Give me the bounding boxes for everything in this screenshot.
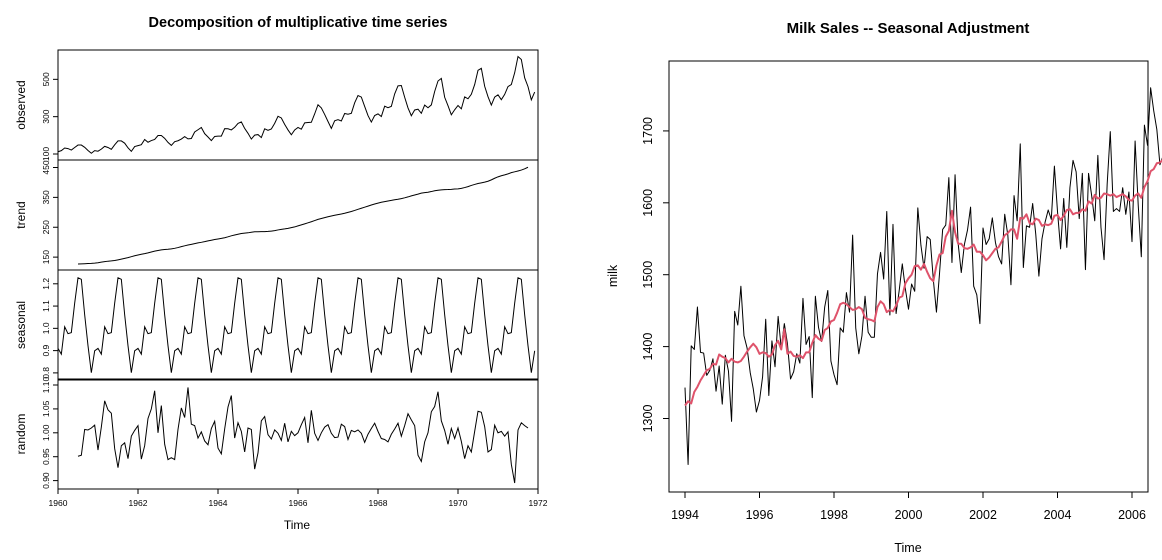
decomp-x-tick-label: 1962 [129, 498, 148, 508]
decomp-x-tick-label: 1966 [289, 498, 308, 508]
panel-label-random: random [14, 414, 28, 455]
milk-y-tick-label: 1600 [641, 189, 655, 217]
y-tick-label-seasonal: 1.1 [41, 300, 51, 312]
milk-y-tick-label: 1400 [641, 333, 655, 361]
decomp-x-tick-label: 1960 [49, 498, 68, 508]
milk-y-tick-label: 1700 [641, 117, 655, 145]
panel-label-observed: observed [14, 80, 28, 129]
series-line-trend [77, 166, 529, 265]
panel-label-trend: trend [14, 201, 28, 228]
series-line-observed [57, 55, 536, 154]
milk-plot-frame [668, 60, 1149, 493]
decomp-x-tick-label: 1964 [209, 498, 228, 508]
y-tick-label-observed: 300 [41, 109, 51, 123]
milk-axes: 1994 1996 1998 2000 2002 2004 2006 1300 1400 1500… [641, 117, 1146, 522]
milk-plot-area [684, 87, 1162, 465]
y-tick-label-random: 1.10 [41, 376, 51, 393]
decomp-x-tick-label: 1972 [529, 498, 548, 508]
panel-frame-random [57, 378, 539, 490]
y-tick-label-seasonal: 0.8 [41, 367, 51, 379]
decomp-x-axis: 1960 1962 1964 1966 1968 1970 1972 [49, 488, 548, 508]
y-tick-label-random: 0.90 [41, 472, 51, 489]
panel-label-seasonal: seasonal [14, 301, 28, 349]
decomp-panels: 100300500observed150250350450trend0.80.9… [14, 49, 539, 490]
milk-x-tick-label: 2002 [969, 508, 997, 522]
milk-series-line [684, 87, 1162, 465]
milk-x-tick-label: 1996 [746, 508, 774, 522]
y-tick-label-seasonal: 0.9 [41, 344, 51, 356]
panel-frame-seasonal [57, 269, 539, 381]
y-tick-label-trend: 450 [41, 160, 51, 174]
y-tick-label-trend: 350 [41, 190, 51, 204]
y-tick-label-observed: 500 [41, 72, 51, 86]
y-tick-label-random: 1.00 [41, 424, 51, 441]
y-tick-label-random: 1.05 [41, 400, 51, 417]
decomp-x-tick-label: 1970 [449, 498, 468, 508]
y-tick-label-trend: 150 [41, 250, 51, 264]
milk-y-label: milk [606, 264, 620, 287]
panel-frame-observed [57, 49, 539, 161]
panel-observed: 100 300 500 observed [14, 49, 539, 161]
y-tick-label-seasonal: 1.0 [41, 322, 51, 334]
series-line-random [77, 387, 529, 484]
milk-adjusted-series-line [684, 159, 1162, 407]
milk-chart: Milk Sales -- Seasonal Adjustment 1994 19… [606, 20, 1162, 555]
decomp-title: Decomposition of multiplicative time ser… [149, 15, 448, 31]
y-tick-label-trend: 250 [41, 220, 51, 234]
milk-x-tick-label: 2006 [1118, 508, 1146, 522]
panel-seasonal: 0.8 0.9 1.0 1.1 1.2 seasonal [14, 269, 539, 381]
milk-y-tick-label: 1300 [641, 405, 655, 433]
milk-x-label: Time [894, 541, 921, 555]
panel-random: 0.90 0.95 1.00 1.05 1.10 random [14, 376, 539, 490]
y-tick-label-random: 0.95 [41, 448, 51, 465]
milk-x-tick-label: 2000 [895, 508, 923, 522]
milk-x-tick-label: 1994 [671, 508, 699, 522]
panel-trend: 150 250 350 450 trend [14, 159, 539, 271]
series-line-seasonal [57, 277, 536, 373]
decomp-x-tick-label: 1968 [369, 498, 388, 508]
milk-x-tick-label: 1998 [820, 508, 848, 522]
milk-title: Milk Sales -- Seasonal Adjustment [787, 20, 1030, 37]
decomposition-chart: Decomposition of multiplicative time ser… [14, 15, 548, 532]
y-tick-label-seasonal: 1.2 [41, 278, 51, 290]
milk-x-tick-label: 2004 [1044, 508, 1072, 522]
panel-frame-trend [57, 159, 539, 271]
y-tick-label-observed: 100 [41, 147, 51, 161]
milk-y-tick-label: 1500 [641, 261, 655, 289]
decomp-x-label: Time [284, 518, 311, 532]
